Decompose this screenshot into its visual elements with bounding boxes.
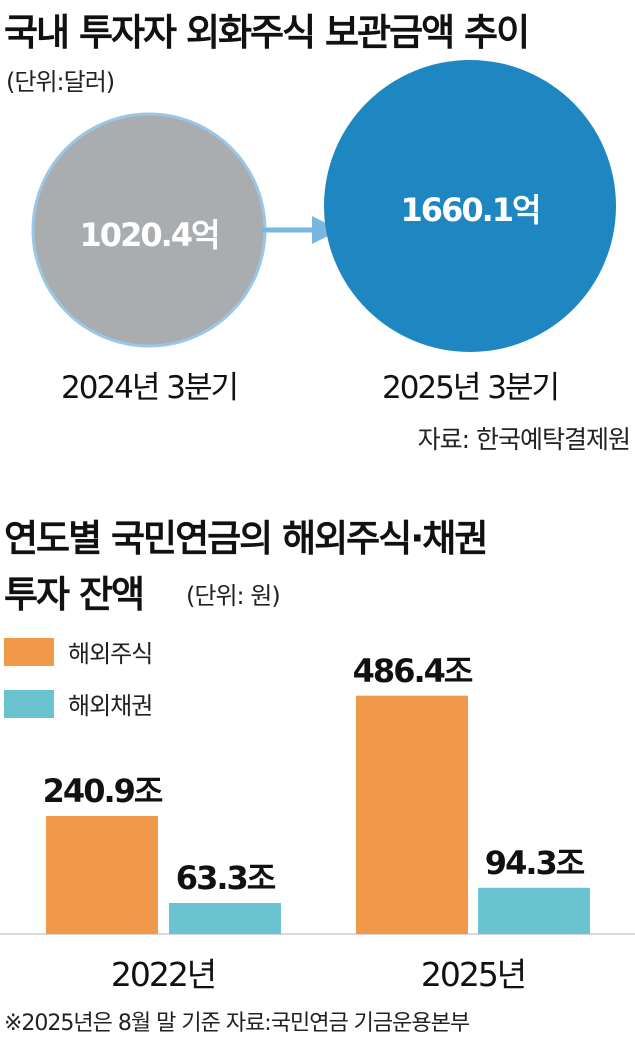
bar-stocks-2022 (46, 815, 158, 934)
bar-value-bonds-2025: 94.3조 (484, 843, 585, 882)
legend-bonds-label: 해외채권 (68, 692, 153, 720)
period-2024q3: 2024년 3분기 (60, 370, 239, 406)
chart1-source: 자료: 한국예탁결제원 (417, 425, 631, 454)
year-2022: 2022년 (110, 955, 217, 994)
chart2-unit: (단위: 원) (186, 582, 281, 610)
bubble-chart (31, 60, 616, 352)
bar-value-stocks-2022: 240.9조 (42, 771, 164, 810)
chart2-title-line2: 투자 잔액 (4, 573, 145, 616)
bar-value-stocks-2025: 486.4조 (352, 651, 474, 690)
bar-value-bonds-2022: 63.3조 (175, 858, 276, 897)
bar-bonds-2025 (478, 887, 590, 934)
bubble-2024q3-label: 1020.4억 (79, 216, 221, 254)
chart1-unit: (단위:달러) (6, 68, 115, 96)
bubble-2025q3 (324, 60, 616, 352)
bar-stocks-2025 (356, 695, 468, 934)
period-2025q3: 2025년 3분기 (381, 370, 560, 406)
chart2-note: ※2025년은 8월 말 기준 자료:국민연금 기금운용본부 (4, 1011, 470, 1036)
year-2025: 2025년 (420, 955, 527, 994)
legend-stocks-label: 해외주식 (68, 640, 153, 668)
chart1-title: 국내 투자자 외화주식 보관금액 추이 (4, 11, 530, 54)
bubble-2025q3-label: 1660.1억 (400, 191, 542, 229)
legend-bonds-swatch (4, 690, 54, 718)
legend-stocks-swatch (4, 638, 54, 666)
chart2-title-line1: 연도별 국민연금의 해외주식·채권 (4, 517, 488, 560)
bar-bonds-2022 (169, 902, 281, 934)
